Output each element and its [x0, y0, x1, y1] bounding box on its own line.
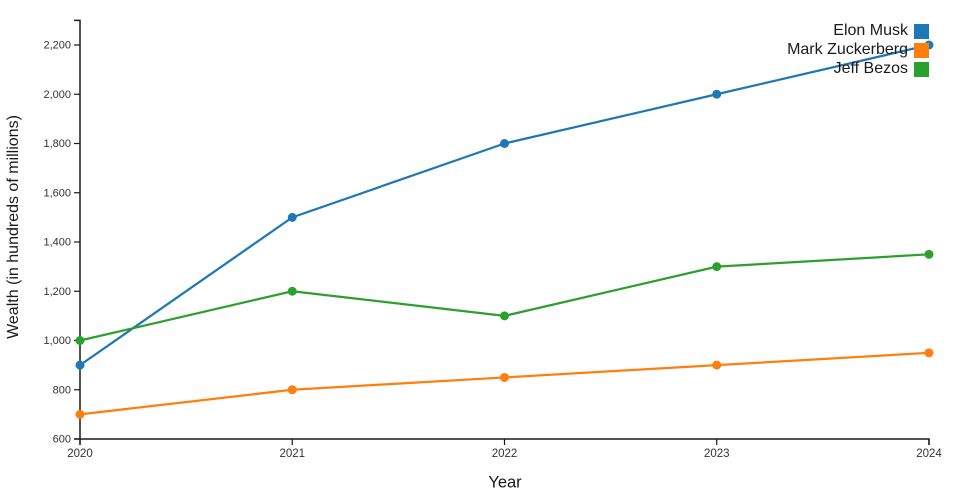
y-tick-label: 1,200	[43, 286, 71, 298]
legend-swatch	[914, 42, 929, 58]
x-tick-label: 2022	[492, 448, 518, 460]
legend-label: Jeff Bezos	[833, 60, 908, 77]
data-point-jeff-bezos-2022	[500, 311, 509, 321]
data-point-elon-musk-2021	[287, 212, 297, 222]
x-tick-label: 2023	[704, 448, 730, 460]
y-tick-label: 1,000	[43, 335, 71, 347]
y-tick-label: 2,000	[43, 89, 71, 101]
data-point-jeff-bezos-2023	[712, 262, 722, 272]
x-tick-label: 2024	[916, 448, 942, 460]
data-point-jeff-bezos-2020	[75, 336, 85, 345]
legend-item-elon-musk: Elon Musk	[833, 23, 929, 39]
data-point-mark-zuckerberg-2022	[500, 372, 509, 382]
x-tick-label: 2021	[279, 448, 305, 460]
data-point-jeff-bezos-2021	[287, 286, 297, 296]
y-tick-label: 800	[53, 384, 71, 396]
legend-swatch	[914, 23, 929, 39]
legend-swatch	[914, 61, 929, 77]
y-axis-title: Wealth (in hundreds of millions)	[5, 115, 22, 339]
y-tick-label: 2,200	[43, 40, 71, 52]
y-axis-line	[74, 19, 81, 440]
x-axis-title: Year	[488, 473, 522, 492]
data-point-elon-musk-2022	[500, 139, 509, 148]
data-point-mark-zuckerberg-2023	[712, 360, 722, 370]
data-point-mark-zuckerberg-2020	[75, 409, 85, 419]
series-line-jeff-bezos	[78, 253, 931, 342]
x-tick-label: 2020	[67, 448, 93, 460]
y-tick-label: 1,800	[43, 138, 71, 150]
data-point-mark-zuckerberg-2024	[924, 348, 934, 358]
legend: Elon Musk Mark Zuckerberg Jeff Bezos	[787, 23, 929, 77]
data-point-elon-musk-2020	[75, 360, 85, 370]
legend-label: Mark Zuckerberg	[787, 41, 908, 58]
y-tick-label: 1,400	[43, 237, 71, 249]
data-point-mark-zuckerberg-2021	[287, 385, 297, 395]
series-line-mark-zuckerberg	[78, 351, 931, 416]
data-point-elon-musk-2023	[712, 89, 722, 99]
legend-item-mark-zuckerberg: Mark Zuckerberg	[787, 42, 929, 58]
data-point-jeff-bezos-2024	[924, 249, 934, 259]
legend-label: Elon Musk	[833, 22, 908, 39]
y-tick-label: 600	[53, 434, 71, 446]
y-tick-label: 1,600	[43, 187, 71, 199]
legend-item-jeff-bezos: Jeff Bezos	[834, 61, 929, 77]
